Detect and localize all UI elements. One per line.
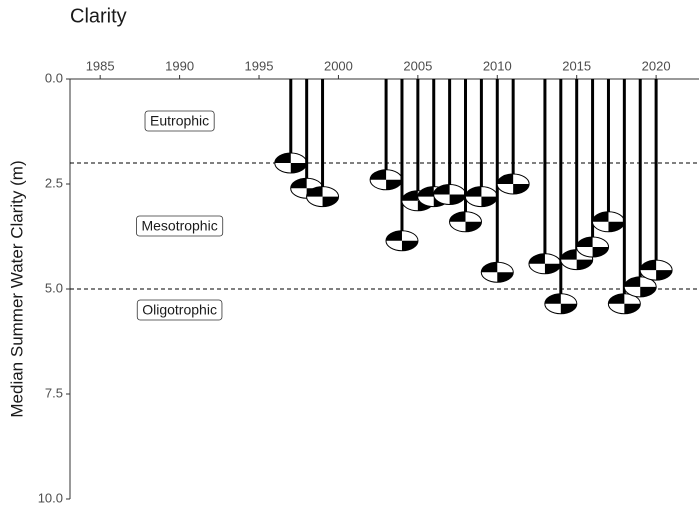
y-tick-label: 5.0 [45,280,63,295]
x-tick-label: 2000 [324,58,353,73]
secchi-quadrant [544,293,561,304]
secchi-quadrant [465,186,482,197]
secchi-quadrant [592,247,609,257]
x-tick-label: 1990 [165,58,194,73]
secchi-quadrant [306,186,323,197]
secchi-quadrant [449,194,466,205]
secchi-quadrant [401,240,418,251]
secchi-quadrant [401,190,418,201]
x-tick-label: 2005 [403,58,432,73]
y-tick-label: 10.0 [38,490,63,505]
secchi-quadrant [608,221,625,232]
zone-label: Mesotrophic [141,218,217,234]
secchi-quadrant [560,303,577,314]
secchi-quadrant [433,184,450,195]
secchi-quadrant [370,169,387,180]
secchi-quadrant [624,276,641,287]
secchi-quadrant [576,259,593,270]
x-tick-label: 1985 [86,58,115,73]
secchi-quadrant [640,286,657,297]
secchi-quadrant [386,179,403,190]
secchi-quadrant [560,249,577,260]
secchi-quadrant [322,196,339,207]
secchi-quadrant [449,211,466,222]
secchi-quadrant [528,253,545,264]
x-tick-label: 2010 [483,58,512,73]
x-tick-label: 1995 [245,58,274,73]
y-axis-label: Median Summer Water Clarity (m) [7,160,26,417]
secchi-quadrant [497,174,514,184]
x-tick-label: 2020 [642,58,671,73]
secchi-quadrant [608,293,625,304]
secchi-quadrant [497,272,514,283]
secchi-quadrant [290,178,307,189]
secchi-quadrant [290,163,307,173]
y-tick-label: 7.5 [45,385,63,400]
chart-title: Clarity [70,5,127,27]
secchi-quadrant [592,211,609,222]
secchi-quadrant [385,230,402,241]
secchi-quadrant [656,270,673,281]
secchi-quadrant [624,303,641,314]
secchi-quadrant [417,186,434,197]
secchi-quadrant [513,184,530,194]
secchi-quadrant [274,153,291,163]
zone-label-box [144,110,215,132]
y-tick-label: 2.5 [45,175,63,190]
x-tick-label: 2015 [562,58,591,73]
zone-label: Eutrophic [150,113,209,129]
secchi-quadrant [481,196,498,207]
zone-label: Oligotrophic [142,302,217,318]
secchi-quadrant [481,262,498,273]
secchi-quadrant [640,260,657,271]
zone-label-box [136,299,223,321]
y-tick-label: 0.0 [45,70,63,85]
secchi-quadrant [576,237,593,247]
zone-label-box [136,215,224,237]
secchi-quadrant [544,263,561,274]
secchi-quadrant [465,221,482,232]
